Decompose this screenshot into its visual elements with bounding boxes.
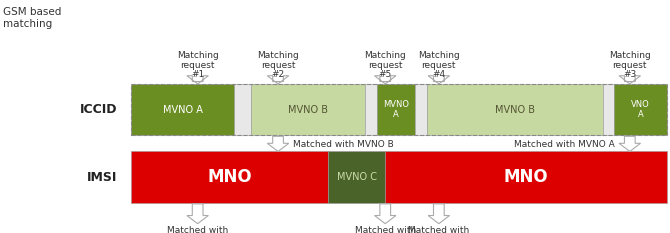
Polygon shape (619, 76, 641, 84)
Bar (365, 84, 377, 135)
Text: VNO
A: VNO A (631, 100, 650, 119)
Text: Matched with
MNO: Matched with MNO (408, 226, 470, 233)
Bar (131, 84, 667, 135)
Bar (234, 84, 251, 135)
Polygon shape (375, 204, 396, 224)
Text: Matching
request
#4: Matching request #4 (418, 51, 460, 79)
Text: Matched with
MVNO C: Matched with MVNO C (354, 226, 416, 233)
Polygon shape (428, 204, 450, 224)
Text: MNO: MNO (207, 168, 252, 186)
Polygon shape (619, 136, 641, 151)
Text: IMSI: IMSI (87, 171, 117, 184)
Polygon shape (267, 76, 289, 84)
Text: Matched with MVNO A: Matched with MVNO A (515, 140, 615, 149)
Text: MNO: MNO (504, 168, 548, 186)
Bar (614, 84, 667, 135)
Text: Matching
request
#5: Matching request #5 (364, 51, 406, 79)
Polygon shape (187, 204, 208, 224)
Text: MVNO B: MVNO B (495, 105, 535, 114)
Polygon shape (187, 76, 208, 84)
Polygon shape (267, 136, 289, 151)
Text: MVNO C: MVNO C (337, 172, 377, 182)
Bar (328, 151, 385, 203)
Text: MVNO
A: MVNO A (383, 100, 409, 119)
Text: ICCID: ICCID (80, 103, 117, 116)
Text: GSM based
matching: GSM based matching (3, 7, 62, 29)
Bar (377, 84, 415, 135)
Bar (415, 84, 427, 135)
Text: Matching
request
#2: Matching request #2 (257, 51, 299, 79)
Polygon shape (428, 76, 450, 84)
Bar (251, 84, 365, 135)
Text: Matched with MVNO B: Matched with MVNO B (293, 140, 393, 149)
Bar (131, 84, 234, 135)
Text: MVNO B: MVNO B (288, 105, 328, 114)
Text: Matching
request
#3: Matching request #3 (609, 51, 651, 79)
Text: Matching
request
#1: Matching request #1 (177, 51, 218, 79)
Bar (131, 151, 328, 203)
Bar (385, 151, 667, 203)
Text: Matched with
MNO package: Matched with MNO package (166, 226, 229, 233)
Polygon shape (375, 76, 396, 84)
Bar (427, 84, 603, 135)
Bar (603, 84, 614, 135)
Text: MVNO A: MVNO A (163, 105, 202, 114)
